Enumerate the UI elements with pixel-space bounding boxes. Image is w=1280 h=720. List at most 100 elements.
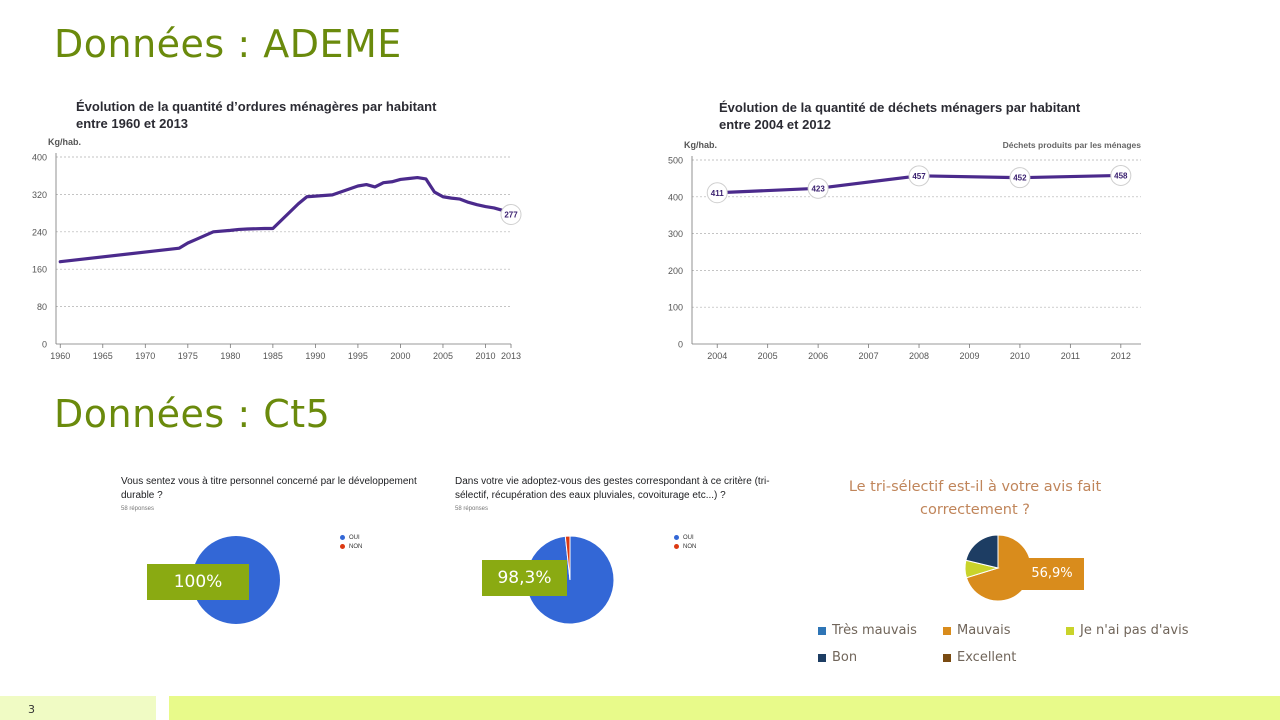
chart1-series-line bbox=[58, 175, 513, 264]
chart1-xtick-label: 2005 bbox=[433, 351, 453, 361]
chart1-xtick-label: 1985 bbox=[263, 351, 283, 361]
pie2-legend-oui-swatch bbox=[674, 535, 679, 540]
chart1-xtick-label: 1970 bbox=[135, 351, 155, 361]
pie1-legend-oui: OUI bbox=[340, 533, 362, 542]
pie2-question-line1: Dans votre vie adoptez-vous des gestes c… bbox=[455, 476, 770, 487]
chart2-xtick-label: 2007 bbox=[859, 351, 879, 361]
chart2-data-point bbox=[1009, 167, 1031, 189]
pie2-legend-oui: OUI bbox=[674, 533, 696, 542]
pie3-legend-tres-mauvais: Très mauvais bbox=[818, 623, 917, 638]
pie2-response-count: 58 réponses bbox=[455, 506, 489, 512]
chart2-title-line2: entre 2004 et 2012 bbox=[719, 117, 832, 132]
pie2-question: Dans votre vie adoptez-vous des gestes c… bbox=[455, 475, 785, 503]
chart1-title: Évolution de la quantité d’ordures ménag… bbox=[76, 98, 436, 132]
pie1-question: Vous sentez vous à titre personnel conce… bbox=[121, 475, 441, 503]
pie2-legend: OUI NON bbox=[674, 533, 696, 551]
chart1-xtick-label: 1990 bbox=[305, 351, 325, 361]
pie2-question-line2: sélectif, récupération des eaux pluviale… bbox=[455, 490, 726, 501]
chart1-data-point bbox=[500, 204, 522, 226]
pie2-legend-non: NON bbox=[674, 542, 696, 551]
chart2-xtick-label: 2008 bbox=[909, 351, 929, 361]
chart2-xtick-label: 2011 bbox=[1061, 351, 1080, 361]
pie2-chart bbox=[525, 535, 615, 625]
chart1-ylabel: Kg/hab. bbox=[48, 137, 81, 147]
chart2-data-label: 411 bbox=[711, 189, 724, 198]
chart1-xtick-label: 1965 bbox=[93, 351, 113, 361]
pie3-title-line1: Le tri-sélectif est-il à votre avis fait bbox=[848, 479, 1102, 495]
pie1-highlight-label: 100% bbox=[147, 564, 249, 600]
chart1-xtick-label: 2010 bbox=[475, 351, 495, 361]
pie2-highlight-label: 98,3% bbox=[482, 560, 567, 596]
pie3-legend-sans-avis-label: Je n'ai pas d'avis bbox=[1080, 623, 1189, 638]
chart2-xtick-label: 2012 bbox=[1111, 351, 1131, 361]
chart2-data-point bbox=[1110, 164, 1132, 186]
pie1-legend: OUI NON bbox=[340, 533, 362, 551]
pie3-legend-mauvais-swatch bbox=[943, 626, 951, 635]
pie3-legend-excellent-swatch bbox=[943, 653, 951, 662]
chart1-xtick-label: 2000 bbox=[390, 351, 410, 361]
chart2-ytick-label: 100 bbox=[668, 303, 683, 313]
chart1-ytick-label: 400 bbox=[32, 153, 47, 163]
chart1-ytick-label: 0 bbox=[42, 340, 47, 350]
pie3-legend-tres-mauvais-label: Très mauvais bbox=[832, 623, 917, 638]
chart2-ytick-label: 0 bbox=[678, 340, 683, 350]
pie1-legend-oui-swatch bbox=[340, 535, 345, 540]
pie3-legend-excellent-label: Excellent bbox=[957, 650, 1017, 665]
chart2-title-line1: Évolution de la quantité de déchets ména… bbox=[719, 100, 1081, 115]
pie3-legend-mauvais-label: Mauvais bbox=[957, 623, 1011, 638]
chart2-legend: Déchets produits par les ménages bbox=[1003, 140, 1142, 150]
pie3-legend-bon-label: Bon bbox=[832, 650, 858, 665]
pie1-legend-non-label: NON bbox=[349, 543, 363, 550]
chart1-ytick-label: 80 bbox=[37, 302, 47, 312]
chart2-ytick-label: 200 bbox=[668, 266, 683, 276]
chart2-ytick-label: 300 bbox=[668, 229, 683, 239]
chart1-title-line1: Évolution de la quantité d’ordures ménag… bbox=[76, 99, 437, 114]
pie3-legend-bon: Bon bbox=[818, 650, 857, 665]
pie3-chart bbox=[964, 534, 1032, 602]
pie1-response-count: 58 réponses bbox=[121, 506, 155, 512]
chart1-xtick-label: 1995 bbox=[348, 351, 368, 361]
chart2-xtick-label: 2010 bbox=[1010, 351, 1030, 361]
pie3-title-line2: correctement ? bbox=[920, 502, 1030, 518]
chart2-data-label: 452 bbox=[1013, 174, 1027, 183]
chart2-xtick-label: 2006 bbox=[808, 351, 828, 361]
pie1-question-line1: Vous sentez vous à titre personnel conce… bbox=[121, 476, 417, 487]
chart1-data-label: 277 bbox=[504, 211, 518, 220]
chart2-xtick-label: 2009 bbox=[959, 351, 979, 361]
pie1-question-line2: durable ? bbox=[121, 490, 163, 501]
chart2-title: Évolution de la quantité de déchets ména… bbox=[719, 99, 1080, 133]
pie2-legend-oui-label: OUI bbox=[683, 534, 694, 541]
pie2-legend-non-label: NON bbox=[683, 543, 697, 550]
chart2-line-chart: 0 100 200 300 400 500 2004 2005 2006 2007 2008 2009… bbox=[668, 140, 1142, 361]
page-number: 3 bbox=[28, 703, 35, 716]
pie2-slice-non bbox=[564, 535, 571, 581]
chart2-data-point bbox=[908, 165, 930, 187]
chart2-data-point bbox=[706, 182, 728, 204]
pie3-legend-mauvais: Mauvais bbox=[943, 623, 1010, 638]
chart1-xtick-label: 1980 bbox=[220, 351, 240, 361]
chart2-ytick-label: 400 bbox=[668, 192, 683, 202]
chart1-title-line2: entre 1960 et 2013 bbox=[76, 116, 189, 131]
chart1-xtick-label: 1960 bbox=[50, 351, 70, 361]
pie3-legend-excellent: Excellent bbox=[943, 650, 1016, 665]
chart2-xtick-label: 2005 bbox=[758, 351, 778, 361]
chart1-line-chart: 0 80 160 240 320 400 1960 1965 1970 1975 1980 1985 1… bbox=[32, 137, 522, 361]
chart1-ytick-label: 240 bbox=[32, 227, 47, 237]
chart2-data-label: 458 bbox=[1114, 171, 1128, 180]
chart1-xtick-label: 2013 bbox=[501, 351, 521, 361]
chart2-xtick-label: 2004 bbox=[707, 351, 727, 361]
footer-bar-left bbox=[0, 696, 156, 720]
heading-ademe: Données : ADEME bbox=[54, 22, 402, 66]
chart2-ylabel: Kg/hab. bbox=[684, 140, 717, 150]
pie3-legend-bon-swatch bbox=[818, 653, 826, 662]
chart2-data-point bbox=[807, 177, 829, 199]
chart1-xtick-label: 1975 bbox=[178, 351, 198, 361]
pie3-highlight-label: 56,9% bbox=[1020, 558, 1084, 590]
pie3-legend-tres-mauvais-swatch bbox=[818, 626, 826, 635]
chart1-ytick-label: 160 bbox=[32, 265, 47, 275]
pie3-title: Le tri-sélectif est-il à votre avis fait… bbox=[820, 476, 1130, 522]
chart2-data-label: 457 bbox=[912, 172, 926, 181]
pie1-legend-non: NON bbox=[340, 542, 362, 551]
pie1-legend-oui-label: OUI bbox=[349, 534, 360, 541]
pie3-slice-bon bbox=[965, 534, 999, 569]
